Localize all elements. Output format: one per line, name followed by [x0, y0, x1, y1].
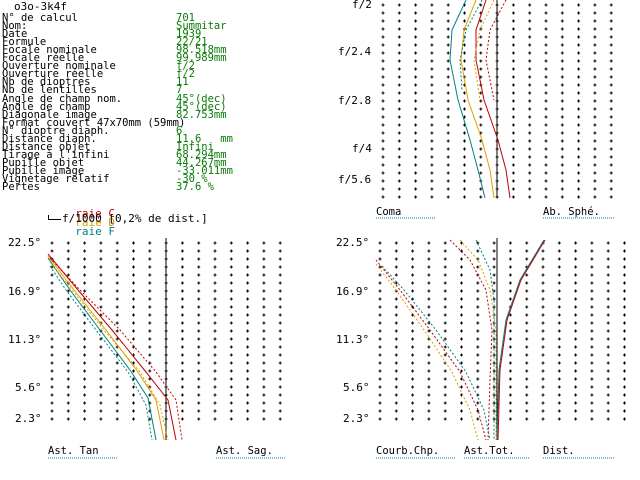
parameter-value: Summitar	[176, 20, 227, 33]
astig-sag-d	[49, 261, 169, 441]
spectral-line-legend: raie C raie D raie F	[62, 200, 115, 238]
spherical-curve-f-dotted	[459, 0, 483, 91]
legend-raie-c: raie C	[75, 207, 115, 220]
field-angle-label: 5.6°	[343, 381, 370, 394]
parameter-value: f/2	[176, 68, 195, 81]
astig-sag-f	[49, 265, 153, 441]
astig-tan-d	[47, 255, 165, 441]
aperture-label: f/4	[352, 142, 372, 155]
parameter-label: Focale nominale	[2, 44, 97, 57]
parameter-label: Nb de lentilles	[2, 84, 97, 97]
parameter-value: 68.294mm	[176, 148, 227, 161]
lens-file-title: o3o-3k4f	[14, 0, 67, 13]
parameter-label: Tirage à l'infini	[2, 148, 110, 161]
parameter-value: 11.6 mm	[176, 132, 233, 145]
spherical-curve-f	[449, 0, 486, 199]
total-astig-f	[475, 239, 495, 440]
field-angle-label: 22.5°	[336, 236, 370, 249]
astig-sag-c	[49, 257, 183, 441]
parameter-label: Pertes	[2, 181, 40, 194]
scale-bar-icon	[48, 215, 61, 220]
spherical-aberration-title: Ab. Sphé.	[543, 206, 600, 218]
distortion-curve-c	[497, 239, 546, 441]
parameter-label: Angle de champ	[2, 100, 91, 113]
parameter-value: -33.011mm	[176, 164, 233, 177]
legend-raie-f: raie F	[75, 225, 115, 238]
parameter-label: Ouverture nominale	[2, 60, 116, 73]
parameter-value: 82.753mm	[176, 108, 227, 121]
parameter-value: 45°(dec)	[176, 100, 227, 113]
parameter-label: Focale réelle	[2, 52, 85, 65]
spherical-curve-d	[460, 0, 495, 199]
parameter-label: Distance diaph.	[2, 132, 97, 145]
tangential-astigmatism-title: Ast. Tan	[48, 445, 99, 457]
parameter-value: f/2	[176, 60, 195, 73]
parameter-value: -30 %	[176, 173, 208, 185]
parameter-label: Distance objet	[2, 140, 91, 153]
coma-title: Coma	[376, 206, 402, 218]
parameter-value: 22/21	[176, 36, 208, 49]
parameter-value: 6	[176, 124, 183, 137]
field-angle-label: 16.9°	[336, 285, 370, 298]
astig-tan-f	[47, 257, 157, 441]
field-curv-c	[449, 239, 493, 441]
field-curv-sag-d	[375, 263, 479, 441]
parameter-value: Infini	[176, 140, 214, 153]
parameter-value: 37.6 %	[176, 181, 214, 194]
field-angle-label: 16.9°	[8, 285, 42, 298]
field-angle-label: 22.5°	[8, 236, 42, 249]
aperture-label: f/5.6	[338, 173, 372, 186]
parameter-label: Pupille objet	[2, 156, 85, 169]
spherical-curve-d-dotted	[473, 0, 495, 101]
scale-legend: f/1000 [0,2% de dist.]	[62, 212, 208, 225]
parameter-label: Formule	[2, 36, 47, 49]
parameter-label: Vignetage relatif	[2, 173, 110, 185]
field-curvature-title: Courb.Chp.	[376, 445, 440, 457]
parameter-label: Angle de champ nom.	[2, 92, 123, 105]
field-angle-label: 2.3°	[343, 412, 370, 425]
aperture-label: f/2.4	[338, 45, 372, 58]
parameter-value: 11	[176, 76, 189, 89]
parameter-label: N° dioptre diaph.	[2, 124, 110, 137]
parameter-label: Date	[2, 28, 28, 41]
legend-raie-d: raie D	[75, 216, 115, 229]
aperture-label: f/2	[352, 0, 372, 11]
parameter-value: 45°(dec)	[176, 92, 227, 105]
parameter-label: Format couvert 47x70mm (59mm)	[2, 116, 186, 129]
parameter-value: 44.267mm	[176, 156, 227, 169]
parameter-value: 7	[176, 84, 183, 97]
field-angle-label: 11.3°	[336, 333, 370, 346]
parameter-label: N° de calcul	[2, 12, 78, 24]
aperture-label: f/2.8	[338, 94, 372, 107]
distortion-title: Dist.	[543, 445, 575, 457]
parameter-value: 99.989mm	[176, 52, 227, 65]
parameter-label: Nom:	[2, 20, 28, 33]
parameter-label: Diagonale image	[2, 108, 97, 121]
spherical-curve-c-dotted	[485, 0, 507, 101]
parameter-value: 98.518mm	[176, 44, 227, 57]
parameter-label: Nb de dioptres	[2, 76, 91, 89]
field-angle-label: 11.3°	[8, 333, 42, 346]
field-angle-label: 5.6°	[15, 381, 42, 394]
parameter-label: Ouverture réelle	[2, 68, 104, 81]
parameter-value: 701	[176, 12, 195, 24]
field-curv-sag-c	[375, 259, 487, 441]
field-angle-label: 2.3°	[15, 412, 42, 425]
total-astigmatism-title: Ast.Tot.	[464, 445, 515, 457]
parameter-value: 1939	[176, 28, 202, 41]
sagittal-astigmatism-title: Ast. Sag.	[216, 445, 273, 457]
astig-tan-c	[47, 253, 177, 441]
field-curv-sag-f	[381, 265, 491, 441]
parameter-label: Pupille image	[2, 164, 85, 177]
spherical-curve-c	[475, 0, 511, 199]
distortion-curve-f	[496, 239, 545, 441]
